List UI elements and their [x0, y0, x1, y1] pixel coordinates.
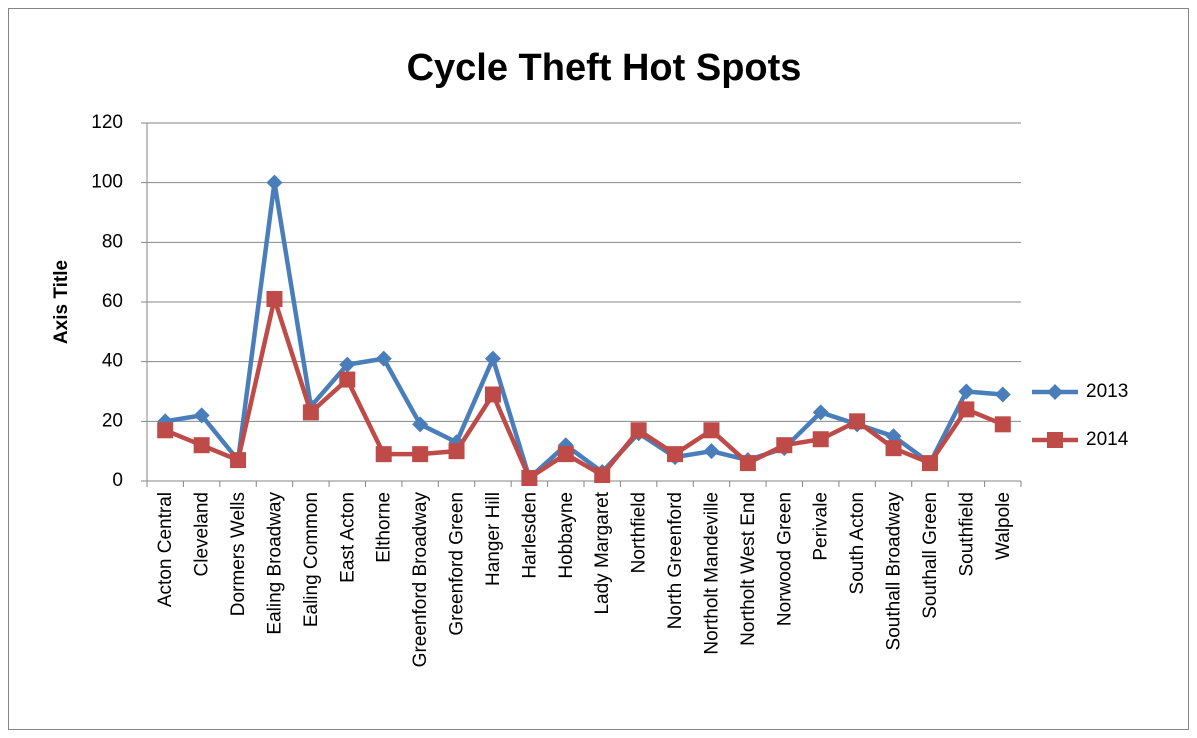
data-point — [521, 470, 538, 487]
data-point — [339, 356, 356, 373]
x-tick-label: Hanger Hill — [483, 492, 504, 586]
data-point — [412, 416, 429, 433]
legend-label: 2013 — [1086, 381, 1128, 402]
chart-title: Cycle Theft Hot Spots — [407, 47, 802, 89]
data-point — [557, 446, 574, 463]
chart-frame — [8, 8, 1189, 730]
x-tick-label: Southfield — [956, 492, 977, 577]
data-point — [703, 422, 720, 439]
legend-label: 2014 — [1086, 429, 1129, 450]
data-point — [193, 437, 210, 454]
x-tick-label: Greenford Green — [447, 492, 468, 636]
y-tick-label: 80 — [102, 231, 123, 252]
y-tick-label: 100 — [91, 172, 123, 193]
data-point — [230, 452, 247, 469]
legend-marker — [1047, 432, 1063, 448]
x-tick-label: Southall Broadway — [884, 492, 905, 651]
data-point — [994, 416, 1011, 433]
x-tick-label: Dormers Wells — [228, 492, 249, 616]
x-tick-label: Walpole — [993, 492, 1014, 560]
data-point — [739, 455, 756, 472]
x-tick-label: Cleveland — [192, 492, 213, 577]
data-point — [849, 413, 866, 430]
y-tick-label: 0 — [112, 470, 123, 491]
x-tick-label: Ealing Common — [301, 492, 322, 627]
x-tick-label: Ealing Broadway — [264, 492, 285, 635]
x-tick-label: East Acton — [337, 492, 358, 583]
y-tick-label: 40 — [102, 351, 123, 372]
x-tick-label: North Greenford — [665, 492, 686, 629]
x-tick-label: Hobbayne — [556, 492, 577, 579]
y-tick-label: 60 — [102, 291, 123, 312]
data-point — [630, 422, 647, 439]
x-tick-label: Northolt West End — [738, 492, 759, 646]
data-point — [375, 446, 392, 463]
data-point — [375, 350, 392, 367]
data-point — [266, 174, 283, 191]
data-point — [958, 383, 975, 400]
data-point — [703, 443, 720, 460]
x-tick-label: Northfield — [629, 492, 650, 573]
x-tick-label: Southall Green — [920, 492, 941, 619]
data-point — [885, 440, 902, 457]
data-point — [484, 350, 501, 367]
data-point — [776, 437, 793, 454]
data-point — [994, 386, 1011, 403]
data-point — [412, 446, 429, 463]
data-point — [667, 446, 684, 463]
data-point — [812, 431, 829, 448]
data-point — [594, 467, 611, 484]
data-point — [484, 386, 501, 403]
data-point — [921, 455, 938, 472]
x-tick-label: Perivale — [811, 492, 832, 561]
data-point — [302, 404, 319, 421]
x-tick-label: Acton Central — [155, 492, 176, 607]
data-point — [266, 291, 283, 308]
y-axis-title: Axis Title — [51, 260, 72, 344]
y-tick-label: 120 — [91, 112, 123, 133]
x-tick-label: Harlesden — [519, 492, 540, 579]
data-point — [193, 407, 210, 424]
data-point — [157, 422, 174, 439]
data-point — [339, 371, 356, 388]
x-tick-label: Norwood Green — [774, 492, 795, 626]
data-point — [958, 401, 975, 418]
x-tick-label: Elthorne — [374, 492, 395, 563]
x-tick-label: Greenford Broadway — [410, 492, 431, 668]
data-point — [448, 443, 465, 460]
data-point — [812, 404, 829, 421]
x-tick-label: Northolt Mandeville — [701, 492, 722, 655]
x-tick-label: South Acton — [847, 492, 868, 594]
legend-marker — [1047, 384, 1063, 400]
y-tick-label: 20 — [102, 410, 123, 431]
x-tick-label: Lady Margaret — [592, 491, 613, 614]
